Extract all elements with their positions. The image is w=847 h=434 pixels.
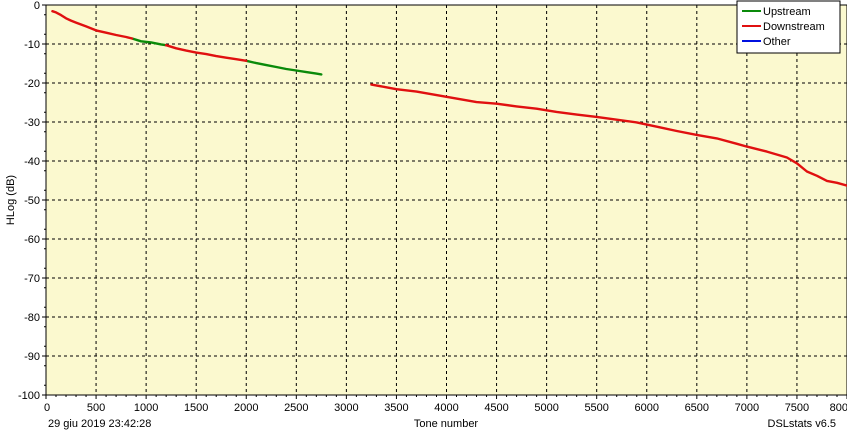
- legend-label-upstream: Upstream: [763, 6, 811, 18]
- legend-label-other: Other: [763, 36, 791, 48]
- x-tick-label: 1000: [134, 402, 158, 414]
- y-tick-label: -80: [24, 312, 40, 324]
- x-tick-label: 6000: [635, 402, 659, 414]
- y-tick-label: -50: [24, 195, 40, 207]
- x-tick-label: 4500: [484, 402, 508, 414]
- y-tick-label: -40: [24, 156, 40, 168]
- x-tick-label: 800: [830, 402, 847, 414]
- timestamp-label: 29 giu 2019 23:42:28: [48, 418, 151, 430]
- grid-lines: [46, 5, 847, 395]
- y-tick-labels: 0 -10 -20 -30 -40 -50 -60 -70 -80 -90 -100: [18, 0, 40, 402]
- y-tick-label: -90: [24, 351, 40, 363]
- y-tick-label: -100: [18, 390, 40, 402]
- x-tick-label: 3500: [384, 402, 408, 414]
- x-tick-label: 0: [44, 402, 50, 414]
- y-tick-label: -10: [24, 39, 40, 51]
- y-axis-label: HLog (dB): [5, 175, 17, 225]
- series-lines: [51, 9, 847, 187]
- x-tick-label: 4000: [434, 402, 458, 414]
- x-tick-label: 7000: [735, 402, 759, 414]
- x-axis-label: Tone number: [414, 418, 479, 430]
- app-version-label: DSLstats v6.5: [768, 418, 836, 430]
- series-line-downstream: [370, 83, 847, 187]
- x-tick-label: 6500: [685, 402, 709, 414]
- legend-label-downstream: Downstream: [763, 21, 825, 33]
- series-line-upstream: [245, 59, 323, 76]
- x-tick-label: 3000: [334, 402, 358, 414]
- x-tick-label: 500: [87, 402, 105, 414]
- x-tick-label: 5500: [584, 402, 608, 414]
- legend: Upstream Downstream Other: [736, 0, 841, 54]
- x-tick-label: 2000: [234, 402, 258, 414]
- y-tick-label: 0: [34, 0, 40, 12]
- series-line-downstream: [164, 44, 248, 62]
- series-line-downstream: [51, 9, 134, 40]
- axis-ticks: [42, 4, 847, 399]
- y-tick-label: -20: [24, 78, 40, 90]
- x-tick-label: 1500: [184, 402, 208, 414]
- y-tick-label: -30: [24, 117, 40, 129]
- y-tick-label: -70: [24, 273, 40, 285]
- y-tick-label: -60: [24, 234, 40, 246]
- x-tick-label: 2500: [284, 402, 308, 414]
- series-line-upstream: [130, 37, 168, 47]
- x-tick-labels: 0 500 1000 1500 2000 2500 3000 3500 4000 4500 5000…: [44, 402, 847, 414]
- x-tick-label: 5000: [534, 402, 558, 414]
- x-tick-label: 7500: [785, 402, 809, 414]
